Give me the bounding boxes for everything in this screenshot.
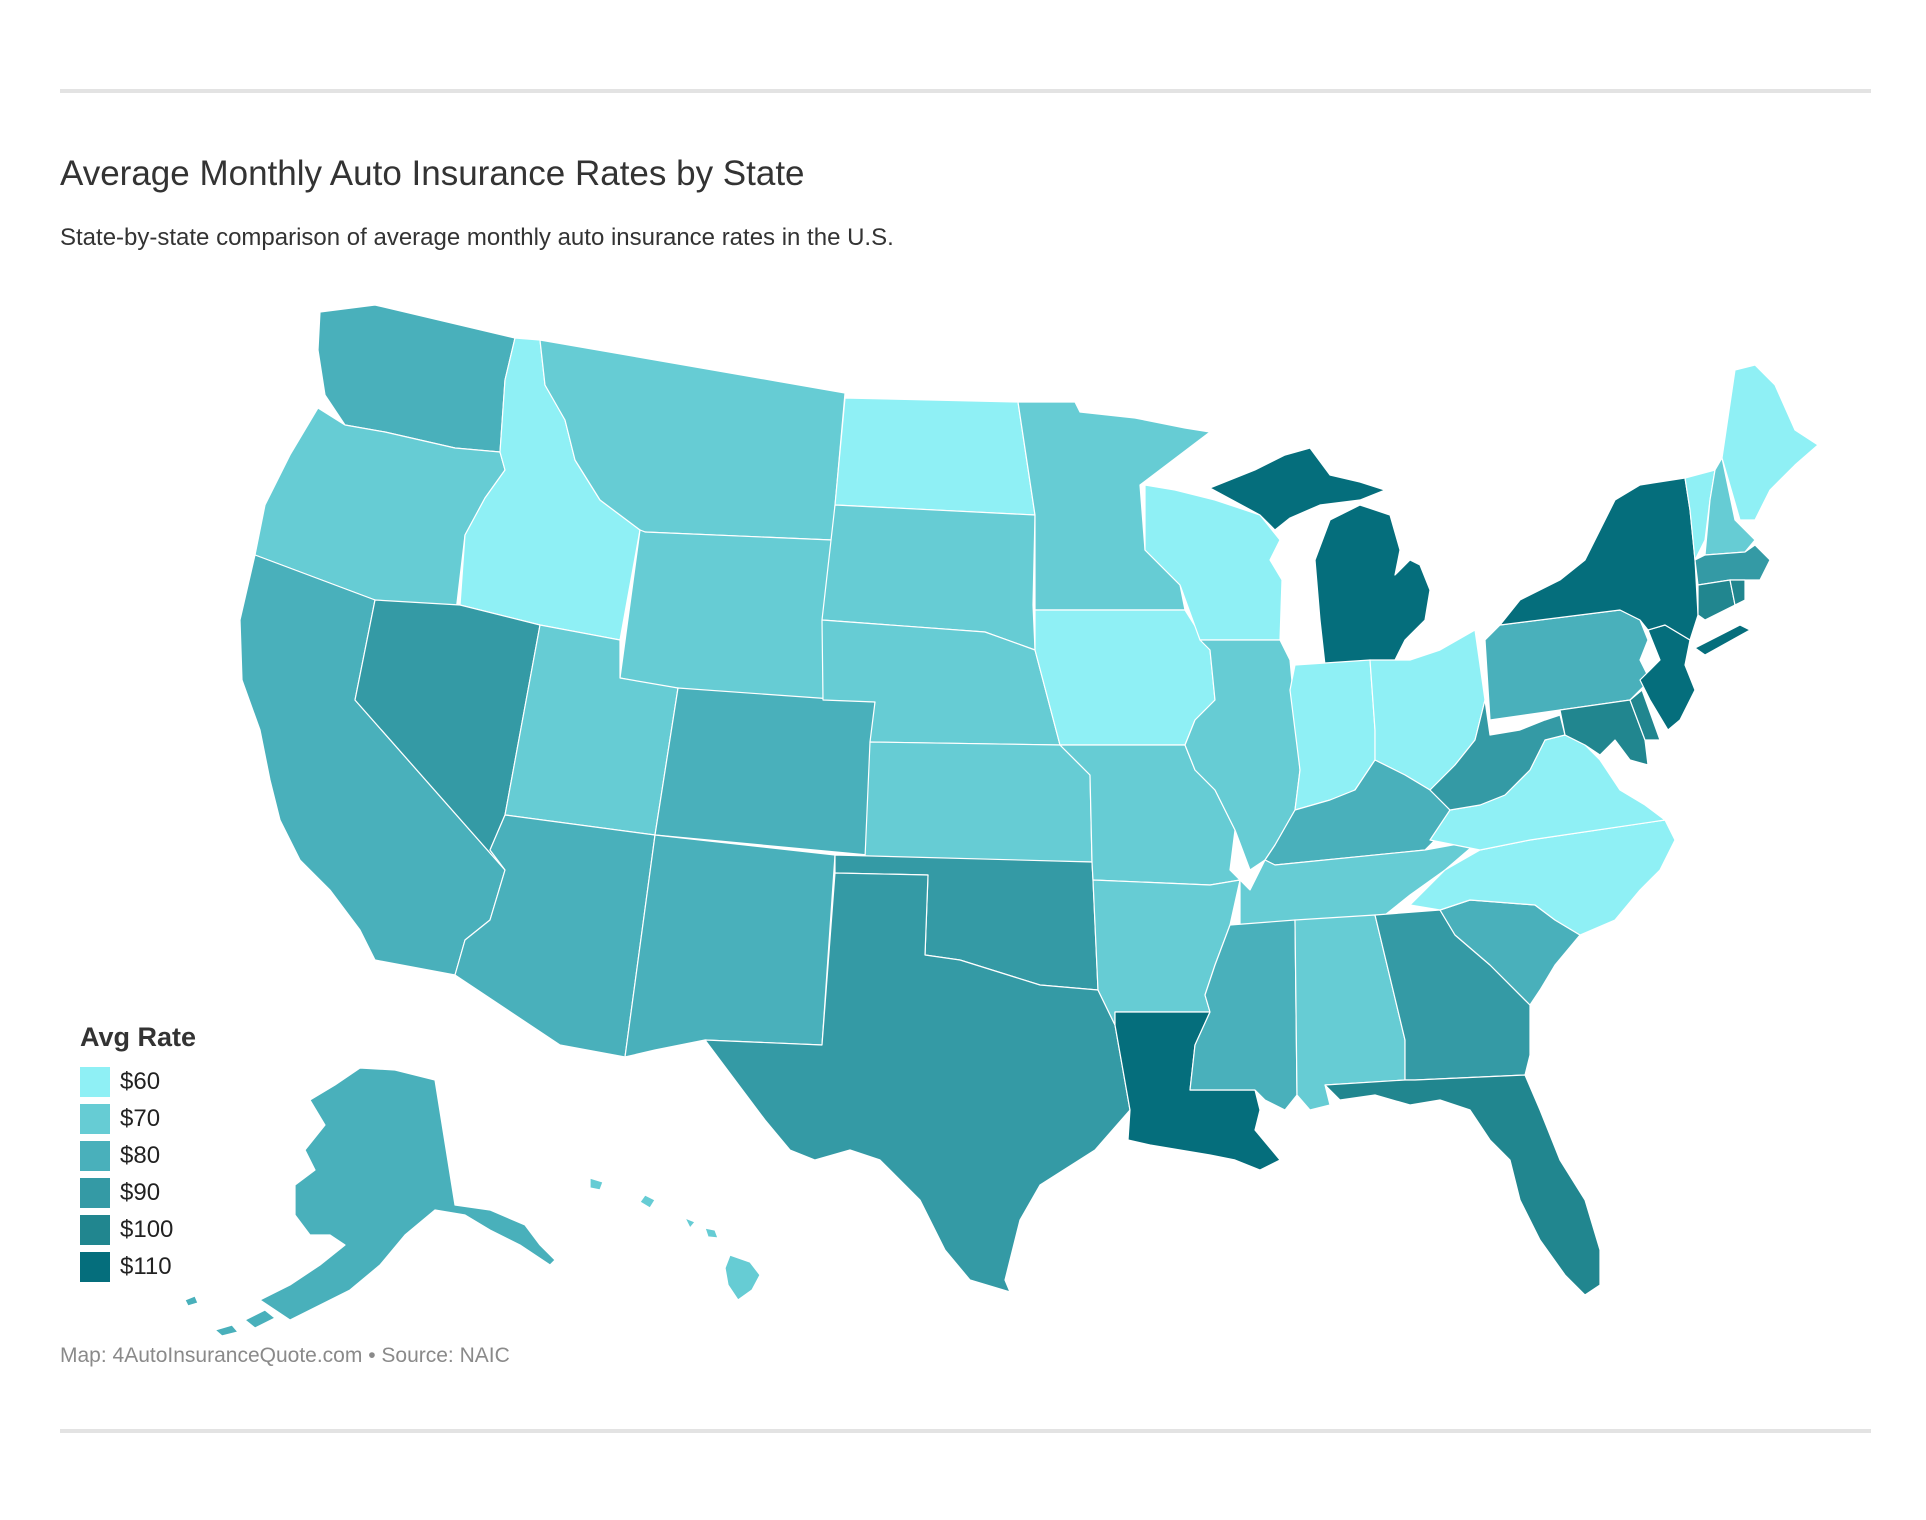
chart-title: Average Monthly Auto Insurance Rates by … [60, 154, 805, 193]
state-iowa[interactable] [1034, 609, 1216, 746]
legend-item-110: $110 [80, 1248, 196, 1285]
state-delaware[interactable] [1629, 689, 1661, 741]
state-new-york-long-island[interactable] [1694, 624, 1751, 656]
state-maine[interactable] [1721, 364, 1819, 521]
state-north-dakota[interactable] [834, 397, 1036, 516]
legend-label: $60 [120, 1067, 161, 1095]
state-alaska[interactable] [259, 1067, 556, 1321]
legend-swatch [80, 1066, 110, 1097]
legend-swatch [80, 1103, 110, 1134]
bottom-divider [60, 1429, 1871, 1433]
chart-subtitle: State-by-state comparison of average mon… [60, 224, 894, 251]
legend-title: Avg Rate [80, 1022, 197, 1052]
legend-swatch [80, 1140, 110, 1171]
legend-swatch [80, 1214, 110, 1245]
state-michigan-lower[interactable] [1314, 504, 1431, 666]
legend-label: $70 [120, 1104, 161, 1132]
state-colorado[interactable] [654, 687, 876, 856]
state-michigan-upper[interactable] [1209, 447, 1386, 531]
source-separator: • [368, 1344, 376, 1367]
state-connecticut[interactable] [1697, 579, 1736, 621]
state-florida[interactable] [1324, 1074, 1601, 1296]
state-new-mexico[interactable] [624, 834, 836, 1058]
legend-swatch [80, 1251, 110, 1282]
legend-label: $80 [120, 1141, 161, 1169]
legend-label: $100 [120, 1215, 174, 1243]
legend-swatch [80, 1177, 110, 1208]
legend-item-70: $70 [80, 1100, 196, 1137]
source-text: Source: NAIC [381, 1344, 510, 1367]
state-new-hampshire[interactable] [1704, 457, 1756, 556]
legend-item-90: $90 [80, 1174, 196, 1211]
legend-label: $90 [120, 1178, 161, 1206]
state-hawaii[interactable] [589, 1177, 761, 1301]
source-note: Map: 4AutoInsuranceQuote.com • Source: N… [60, 1344, 510, 1368]
state-texas[interactable] [704, 872, 1131, 1293]
legend-item-60: $60 [80, 1063, 196, 1100]
legend-item-100: $100 [80, 1211, 196, 1248]
state-wisconsin[interactable] [1144, 484, 1283, 641]
top-divider [60, 89, 1871, 93]
state-kansas[interactable] [864, 741, 1093, 863]
state-alaska-islands[interactable] [184, 1295, 276, 1337]
legend-item-80: $80 [80, 1137, 196, 1174]
map-credit: Map: 4AutoInsuranceQuote.com [60, 1344, 363, 1367]
legend: Avg Rate $60 $70 $80 $90 $100 $110 [80, 1022, 196, 1285]
state-rhode-island[interactable] [1729, 579, 1746, 606]
legend-label: $110 [120, 1252, 172, 1280]
state-oregon[interactable] [254, 407, 506, 621]
